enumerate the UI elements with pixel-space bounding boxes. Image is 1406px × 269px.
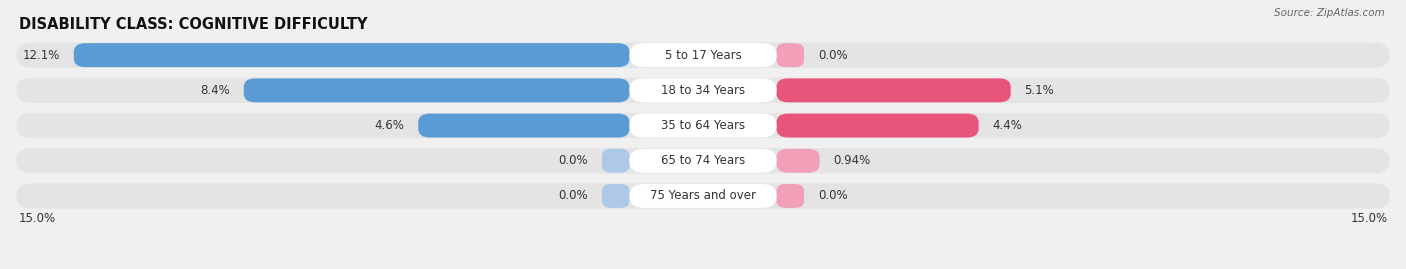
Text: 0.0%: 0.0% — [558, 189, 588, 203]
Text: 5 to 17 Years: 5 to 17 Years — [665, 49, 741, 62]
FancyBboxPatch shape — [17, 43, 1389, 68]
FancyBboxPatch shape — [602, 149, 630, 173]
Text: 0.0%: 0.0% — [818, 189, 848, 203]
Text: 0.0%: 0.0% — [818, 49, 848, 62]
FancyBboxPatch shape — [602, 184, 630, 208]
Text: 15.0%: 15.0% — [1350, 212, 1388, 225]
FancyBboxPatch shape — [630, 149, 776, 173]
Text: 18 to 34 Years: 18 to 34 Years — [661, 84, 745, 97]
FancyBboxPatch shape — [776, 184, 804, 208]
Text: 8.4%: 8.4% — [200, 84, 231, 97]
FancyBboxPatch shape — [776, 114, 979, 137]
Text: Source: ZipAtlas.com: Source: ZipAtlas.com — [1274, 8, 1385, 18]
FancyBboxPatch shape — [17, 78, 1389, 103]
Text: 35 to 64 Years: 35 to 64 Years — [661, 119, 745, 132]
Text: 75 Years and over: 75 Years and over — [650, 189, 756, 203]
FancyBboxPatch shape — [17, 183, 1389, 209]
FancyBboxPatch shape — [630, 114, 776, 137]
Text: 0.94%: 0.94% — [834, 154, 870, 167]
FancyBboxPatch shape — [243, 78, 630, 102]
FancyBboxPatch shape — [630, 43, 776, 67]
FancyBboxPatch shape — [17, 113, 1389, 138]
FancyBboxPatch shape — [418, 114, 630, 137]
FancyBboxPatch shape — [776, 43, 804, 67]
Text: 0.0%: 0.0% — [558, 154, 588, 167]
Text: 15.0%: 15.0% — [18, 212, 56, 225]
Text: 65 to 74 Years: 65 to 74 Years — [661, 154, 745, 167]
Text: DISABILITY CLASS: COGNITIVE DIFFICULTY: DISABILITY CLASS: COGNITIVE DIFFICULTY — [18, 17, 367, 32]
FancyBboxPatch shape — [630, 78, 776, 102]
Text: 12.1%: 12.1% — [22, 49, 60, 62]
Text: 5.1%: 5.1% — [1025, 84, 1054, 97]
FancyBboxPatch shape — [73, 43, 630, 67]
FancyBboxPatch shape — [776, 78, 1011, 102]
Text: 4.4%: 4.4% — [993, 119, 1022, 132]
FancyBboxPatch shape — [630, 184, 776, 208]
FancyBboxPatch shape — [776, 149, 820, 173]
FancyBboxPatch shape — [17, 148, 1389, 174]
Text: 4.6%: 4.6% — [374, 119, 405, 132]
